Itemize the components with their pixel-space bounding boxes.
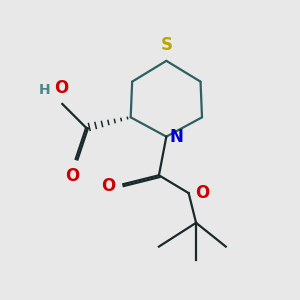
Text: H: H [39, 83, 50, 98]
Text: S: S [160, 36, 172, 54]
Text: O: O [195, 184, 209, 202]
Text: O: O [54, 80, 68, 98]
Text: O: O [65, 167, 79, 185]
Text: N: N [170, 128, 184, 146]
Text: O: O [101, 177, 115, 195]
